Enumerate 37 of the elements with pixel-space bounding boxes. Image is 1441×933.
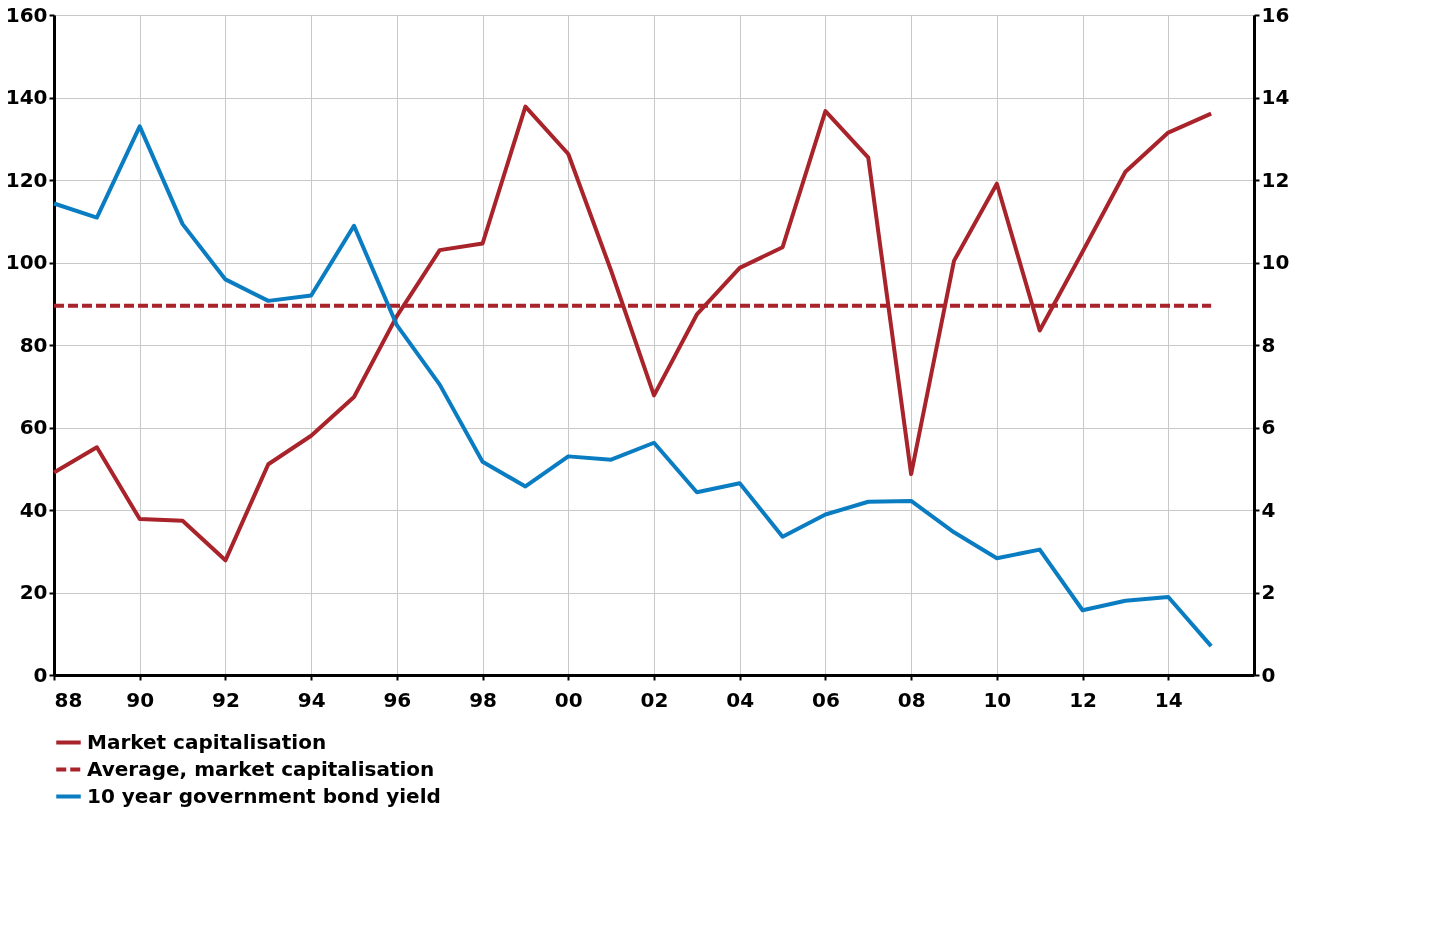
- y-tick-label: 140: [5, 85, 48, 109]
- y2-tick-label: 0: [1261, 662, 1276, 687]
- line-series: [52, 124, 1214, 649]
- y-tick-label: 160: [5, 2, 48, 27]
- y-tick-label: 100: [5, 250, 48, 274]
- x-tick-label: 12: [1069, 687, 1097, 712]
- x-tick-label: 06: [812, 687, 840, 712]
- y2-tick-label: 10: [1261, 250, 1290, 274]
- x-tick-label: 96: [383, 687, 412, 712]
- x-tick-label: 08: [897, 687, 926, 712]
- x-tick-label: 92: [212, 687, 240, 712]
- y2-tick-label: 2: [1261, 580, 1276, 604]
- x-tick-label: 98: [469, 687, 497, 712]
- y2-tick-label: 16: [1261, 2, 1290, 27]
- y-tick-label: 60: [19, 415, 48, 439]
- x-tick-label: 04: [726, 687, 755, 712]
- x-tick-label: 90: [126, 687, 155, 712]
- y2-tick-label: 4: [1261, 497, 1276, 522]
- x-tick-label: 02: [640, 687, 669, 712]
- x-tick-label: 14: [1154, 687, 1183, 712]
- y-tick-label: 120: [5, 167, 48, 192]
- y2-tick-label: 12: [1261, 167, 1290, 192]
- x-tick-label: 00: [554, 687, 583, 712]
- x-tick-label: 10: [983, 687, 1012, 712]
- y2-tick-label: 8: [1261, 332, 1276, 357]
- line-series: [52, 104, 1214, 563]
- legend-label: Average, market capitalisation: [87, 756, 435, 781]
- y2-tick-label: 14: [1261, 85, 1290, 109]
- x-tick-label: 94: [297, 687, 326, 712]
- y-tick-label: 40: [19, 497, 48, 522]
- y-tick-label: 0: [33, 662, 48, 687]
- legend-label: Market capitalisation: [87, 729, 327, 754]
- y2-tick-label: 6: [1261, 415, 1276, 439]
- legend-label: 10 year government bond yield: [87, 783, 441, 808]
- y-tick-label: 20: [19, 580, 48, 604]
- x-tick-label: 88: [54, 687, 83, 712]
- y-tick-label: 80: [19, 332, 48, 357]
